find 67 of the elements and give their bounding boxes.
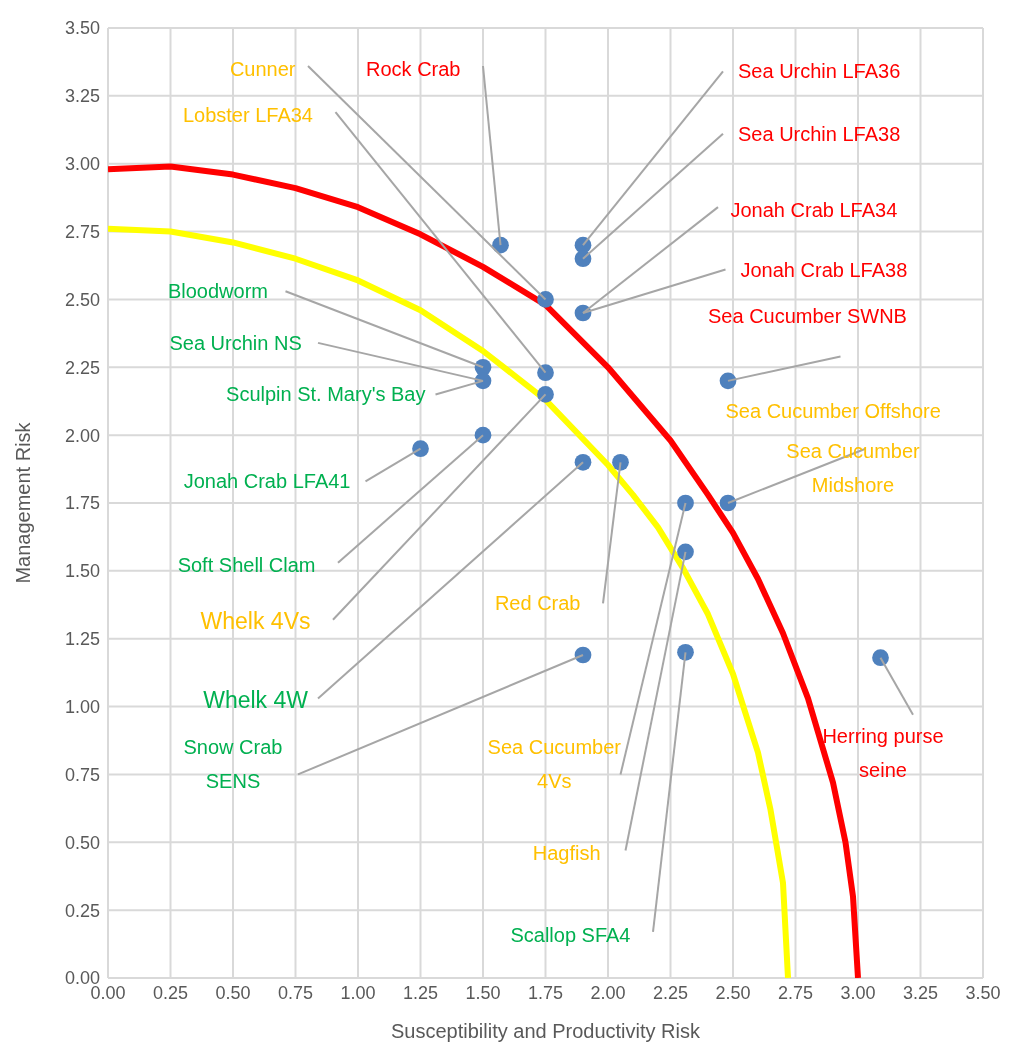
x-tick-label: 3.50 bbox=[965, 982, 1001, 1003]
annotation: Sea Cucumber 4Vs bbox=[487, 735, 622, 792]
point bbox=[719, 494, 737, 512]
x-tick-label: 3.25 bbox=[902, 982, 939, 1003]
x-tick-label: 2.75 bbox=[777, 982, 814, 1003]
annotation: Sea Urchin LFA36 bbox=[738, 60, 901, 83]
point bbox=[412, 440, 429, 458]
y-tick-label: 1.50 bbox=[64, 561, 100, 582]
point bbox=[574, 646, 592, 664]
x-tick-label: 2.25 bbox=[652, 982, 689, 1003]
point bbox=[537, 291, 554, 308]
annotation: Hagfish bbox=[532, 842, 601, 865]
annotation: Sea Cucumber SWNB bbox=[708, 304, 907, 327]
annotation: Herring purse seine bbox=[822, 724, 944, 781]
x-tick-label: 3.00 bbox=[840, 982, 876, 1003]
annotation: Scallop SFA4 bbox=[510, 923, 631, 946]
y-tick-label: 0.50 bbox=[64, 832, 100, 853]
annotation: Jonah Crab LFA34 bbox=[730, 198, 898, 221]
point bbox=[574, 453, 592, 471]
point bbox=[574, 250, 592, 268]
x-tick-label: 1.50 bbox=[465, 982, 501, 1003]
y-axis-title: Management Risk bbox=[12, 421, 35, 584]
annotation: Sea Urchin LFA38 bbox=[738, 122, 901, 145]
annotation: Lobster LFA34 bbox=[182, 103, 313, 126]
x-tick-label: 2.50 bbox=[715, 982, 751, 1003]
annotation: Sea Urchin NS bbox=[169, 331, 302, 354]
annotation: Red Crab bbox=[494, 592, 581, 615]
point bbox=[612, 453, 629, 471]
y-tick-label: 2.25 bbox=[64, 357, 100, 378]
point bbox=[677, 543, 694, 561]
annotation: Sculpin St. Mary's Bay bbox=[226, 383, 426, 406]
annotation: Bloodworm bbox=[167, 280, 268, 303]
point bbox=[872, 649, 889, 667]
point bbox=[537, 364, 554, 382]
annotation: Whelk 4Vs bbox=[200, 608, 311, 635]
x-tick-label: 1.75 bbox=[527, 982, 564, 1003]
y-tick-label: 1.25 bbox=[64, 629, 100, 650]
annotation: Whelk 4W bbox=[203, 687, 309, 714]
annotation: Sea Cucumber Midshore bbox=[786, 439, 921, 496]
y-tick-label: 2.50 bbox=[64, 289, 100, 310]
y-tick-label: 2.75 bbox=[64, 221, 100, 242]
x-tick-label: 1.00 bbox=[340, 982, 376, 1003]
y-tick-label: 2.00 bbox=[64, 425, 100, 446]
x-tick-label: 2.00 bbox=[590, 982, 626, 1003]
annotation: Jonah Crab LFA41 bbox=[183, 470, 351, 493]
y-tick-label: 0.75 bbox=[64, 764, 100, 785]
point bbox=[677, 494, 694, 512]
y-tick-label: 3.25 bbox=[64, 86, 100, 107]
x-tick-label: 0.50 bbox=[215, 982, 251, 1003]
annotation: Rock Crab bbox=[366, 57, 461, 80]
x-tick-label: 0.25 bbox=[152, 982, 189, 1003]
y-tick-label: 3.50 bbox=[64, 18, 100, 39]
annotation: Jonah Crab LFA38 bbox=[740, 258, 908, 281]
x-tick-label: 1.25 bbox=[402, 982, 439, 1003]
annotation: Snow Crab SENS bbox=[183, 735, 283, 792]
point bbox=[537, 386, 554, 403]
annotation: Soft Shell Clam bbox=[177, 554, 316, 577]
y-tick-label: 1.75 bbox=[64, 493, 100, 514]
y-tick-label: 3.00 bbox=[64, 154, 100, 175]
x-axis-title: Susceptibility and Productivity Risk bbox=[390, 1020, 702, 1042]
annotation: Cunner bbox=[229, 57, 296, 80]
annotation: Sea Cucumber Offshore bbox=[725, 399, 941, 422]
point bbox=[677, 643, 694, 661]
x-tick-label: 0.75 bbox=[277, 982, 314, 1003]
y-tick-label: 0.25 bbox=[64, 900, 100, 921]
y-tick-label: 1.00 bbox=[64, 696, 100, 717]
point bbox=[474, 426, 492, 444]
